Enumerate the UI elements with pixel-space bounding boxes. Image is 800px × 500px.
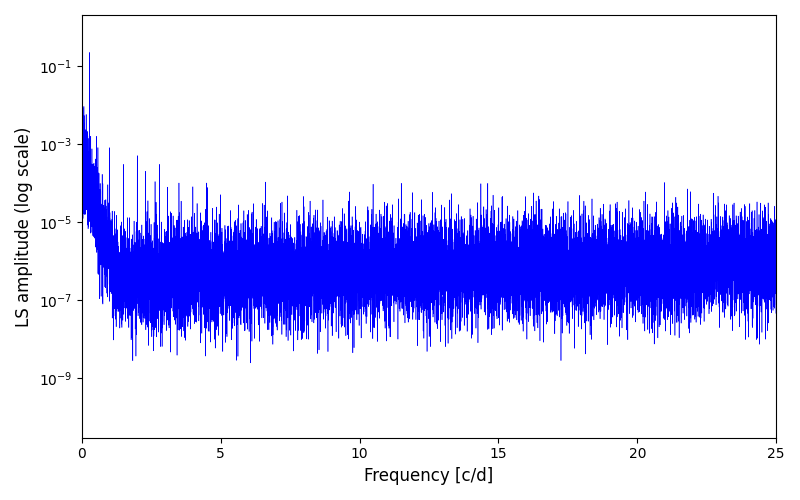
Y-axis label: LS amplitude (log scale): LS amplitude (log scale) xyxy=(15,126,33,326)
X-axis label: Frequency [c/d]: Frequency [c/d] xyxy=(364,467,494,485)
